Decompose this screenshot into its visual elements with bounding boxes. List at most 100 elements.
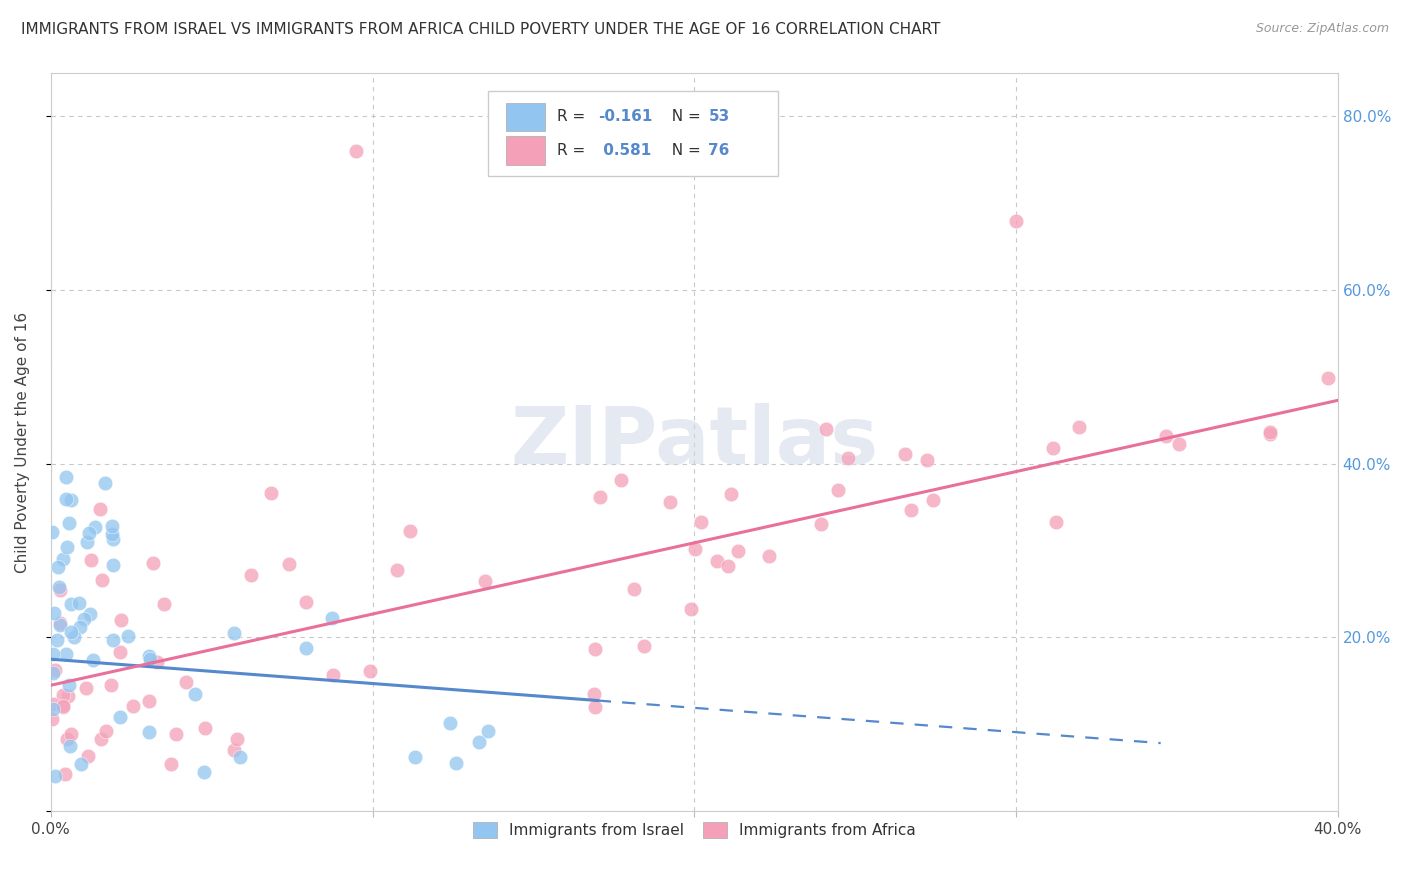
FancyBboxPatch shape xyxy=(488,92,778,177)
Point xyxy=(117,629,139,643)
Point xyxy=(240,567,263,582)
Point xyxy=(165,727,187,741)
Point xyxy=(52,698,75,713)
Point xyxy=(110,613,132,627)
Point xyxy=(810,516,832,531)
Point xyxy=(48,618,70,632)
Point xyxy=(583,700,606,714)
Point xyxy=(1317,370,1340,384)
Point xyxy=(80,553,103,567)
Point xyxy=(48,583,70,598)
Point xyxy=(67,596,90,610)
Point xyxy=(727,544,749,558)
Point xyxy=(153,597,176,611)
Point xyxy=(56,731,79,746)
Point xyxy=(277,557,299,571)
Point xyxy=(260,486,283,500)
Point xyxy=(100,678,122,692)
Point xyxy=(76,535,98,549)
Point xyxy=(101,527,124,541)
Point xyxy=(108,710,131,724)
Text: -0.161: -0.161 xyxy=(598,109,652,124)
Point xyxy=(53,767,76,781)
Point xyxy=(139,652,162,666)
Text: R =: R = xyxy=(557,143,589,158)
Point xyxy=(183,687,205,701)
Point xyxy=(42,702,65,716)
Point xyxy=(48,581,70,595)
Point xyxy=(52,552,75,566)
Point xyxy=(70,756,93,771)
Point xyxy=(633,639,655,653)
Legend: Immigrants from Israel, Immigrants from Africa: Immigrants from Israel, Immigrants from … xyxy=(467,816,922,844)
Point xyxy=(101,632,124,647)
Point xyxy=(444,756,467,770)
Text: 53: 53 xyxy=(709,109,730,124)
Point xyxy=(100,519,122,533)
Point xyxy=(679,602,702,616)
Point xyxy=(229,750,252,764)
Point xyxy=(894,447,917,461)
Point xyxy=(690,515,713,529)
Point xyxy=(583,641,606,656)
Point xyxy=(60,727,83,741)
Point xyxy=(398,524,420,538)
Point xyxy=(52,688,75,702)
Point xyxy=(108,645,131,659)
Point xyxy=(101,558,124,573)
Point xyxy=(477,723,499,738)
Point xyxy=(322,668,344,682)
Point xyxy=(720,486,742,500)
Text: R =: R = xyxy=(557,109,589,124)
Point xyxy=(91,573,114,587)
Text: 0.581: 0.581 xyxy=(598,143,651,158)
Point xyxy=(58,678,80,692)
Point xyxy=(44,769,66,783)
Point xyxy=(58,516,80,530)
Point xyxy=(623,582,645,597)
Point xyxy=(55,491,77,506)
Point xyxy=(837,450,859,465)
Point xyxy=(56,540,79,554)
Point xyxy=(359,664,381,678)
Point xyxy=(56,689,79,703)
Point xyxy=(321,611,343,625)
Point xyxy=(1069,419,1091,434)
Point xyxy=(138,694,160,708)
Point xyxy=(44,663,66,677)
Point xyxy=(90,731,112,746)
Point xyxy=(827,483,849,497)
Point xyxy=(121,698,143,713)
Point xyxy=(194,721,217,735)
Text: ZIPatlas: ZIPatlas xyxy=(510,403,879,481)
Point xyxy=(295,641,318,656)
Point xyxy=(706,554,728,568)
Point xyxy=(49,615,72,630)
Point xyxy=(59,739,82,753)
Point xyxy=(75,681,97,696)
Point xyxy=(94,724,117,739)
Point xyxy=(1258,427,1281,442)
Point xyxy=(758,549,780,564)
Point xyxy=(346,144,368,158)
Point xyxy=(41,647,63,661)
Point xyxy=(138,648,160,663)
Point xyxy=(73,612,96,626)
Point xyxy=(193,764,215,779)
Point xyxy=(46,560,69,574)
Point xyxy=(44,606,66,620)
Point xyxy=(1168,437,1191,451)
Point xyxy=(658,495,681,509)
Point xyxy=(295,595,318,609)
Point xyxy=(42,665,65,680)
Point xyxy=(60,597,83,611)
Text: 76: 76 xyxy=(709,143,730,158)
Point xyxy=(59,625,82,640)
Point xyxy=(582,687,605,701)
Point xyxy=(77,526,100,541)
Point xyxy=(69,620,91,634)
Point xyxy=(52,699,75,714)
Point xyxy=(915,453,938,467)
Text: Source: ZipAtlas.com: Source: ZipAtlas.com xyxy=(1256,22,1389,36)
Point xyxy=(63,630,86,644)
